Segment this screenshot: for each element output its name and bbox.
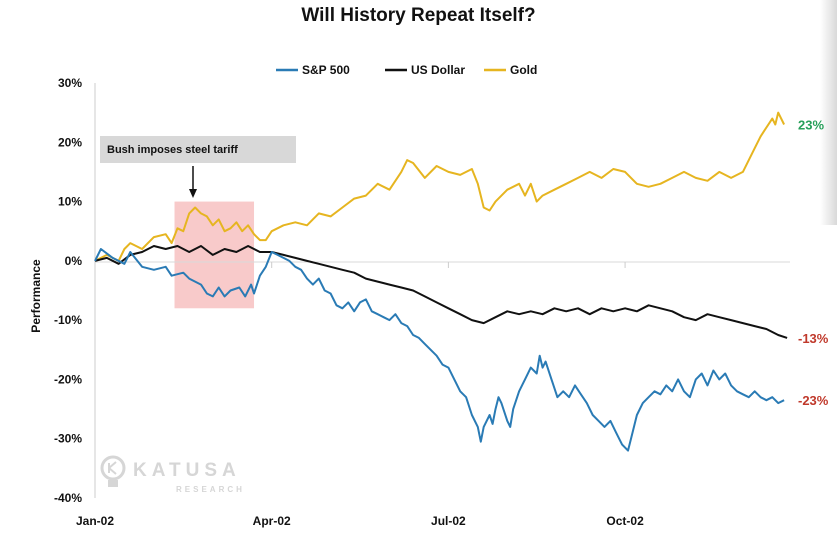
end-value-label: -23% xyxy=(798,393,829,408)
y-tick-label: 30% xyxy=(58,76,82,90)
watermark: KATUSA RESEARCH xyxy=(100,455,245,494)
y-axis-label: Performance xyxy=(29,259,43,333)
watermark-text: KATUSA xyxy=(133,460,241,481)
y-tick-label: -10% xyxy=(54,313,82,327)
annotation-arrow-icon xyxy=(189,189,197,198)
y-tick-label: 10% xyxy=(58,195,82,209)
legend-label: US Dollar xyxy=(411,63,465,77)
x-tick-label: Jan-02 xyxy=(76,514,114,528)
end-value-label: -13% xyxy=(798,331,829,346)
y-tick-labels: 30% 20% 10% 0% -10% -20% -30% -40% xyxy=(54,76,82,505)
x-tick-labels: Jan-02 Apr-02 Jul-02 Oct-02 xyxy=(76,262,644,528)
y-tick-label: -30% xyxy=(54,432,82,446)
legend-label: Gold xyxy=(510,63,537,77)
end-value-label: 23% xyxy=(798,118,824,133)
series-line-gold xyxy=(94,111,785,262)
x-tick-label: Oct-02 xyxy=(606,514,644,528)
x-tick-label: Jul-02 xyxy=(431,514,466,528)
series-line-us-dollar xyxy=(94,245,788,339)
annotation-text: Bush imposes steel tariff xyxy=(107,144,238,156)
watermark-subtext: RESEARCH xyxy=(176,485,245,494)
y-tick-label: -20% xyxy=(54,372,82,386)
annotation: Bush imposes steel tariff xyxy=(100,136,296,198)
y-tick-label: 0% xyxy=(65,254,83,268)
x-tick-label: Apr-02 xyxy=(253,514,291,528)
y-tick-label: -40% xyxy=(54,491,82,505)
y-tick-label: 20% xyxy=(58,135,82,149)
annotation-box xyxy=(100,136,296,163)
y-axis: 30% 20% 10% 0% -10% -20% -30% -40% Performance xyxy=(29,76,96,505)
legend-label: S&P 500 xyxy=(302,63,350,77)
chart-title: Will History Repeat Itself? xyxy=(301,5,536,26)
end-labels: -23% -13% 23% xyxy=(798,118,829,409)
series-line-s-p-500 xyxy=(94,248,785,452)
page-edge-shadow xyxy=(820,0,837,225)
series-lines xyxy=(94,111,788,452)
legend: S&P 500 US Dollar Gold xyxy=(276,63,537,77)
lightbulb-logo-icon xyxy=(100,455,126,487)
